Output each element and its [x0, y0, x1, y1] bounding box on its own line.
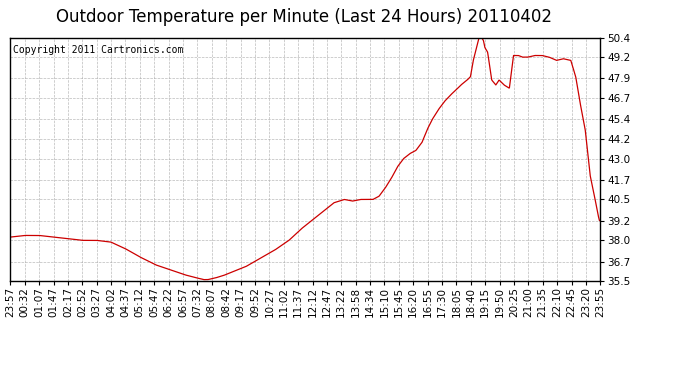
Text: Outdoor Temperature per Minute (Last 24 Hours) 20110402: Outdoor Temperature per Minute (Last 24 … [56, 8, 551, 26]
Text: Copyright 2011 Cartronics.com: Copyright 2011 Cartronics.com [13, 45, 184, 55]
